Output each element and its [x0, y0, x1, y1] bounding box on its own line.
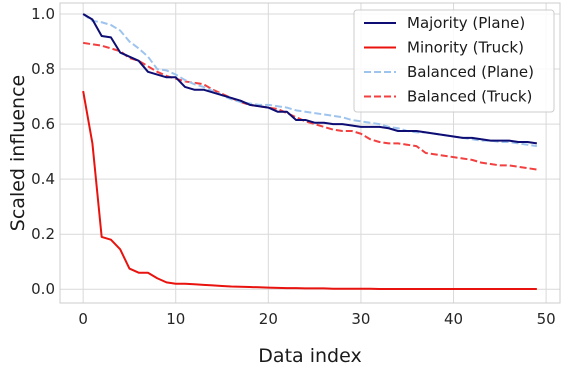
y-tick-label: 0.2: [31, 225, 55, 243]
x-tick-label: 40: [444, 310, 463, 328]
y-tick-label: 1.0: [31, 5, 55, 23]
x-axis-label: Data index: [258, 345, 361, 366]
plot-frame: [59, 2, 561, 304]
y-tick-label: 0.0: [31, 280, 55, 298]
x-tick-label: 50: [537, 310, 556, 328]
x-tick-label: 20: [259, 310, 278, 328]
x-tick-labels: 0 10 20 30 40 50: [78, 310, 555, 328]
y-axis-label: Scaled influence: [7, 75, 29, 231]
y-tick-labels: 0.0 0.2 0.4 0.6 0.8 1.0: [31, 5, 55, 298]
y-tick-label: 0.8: [31, 60, 55, 78]
legend-label: Minority (Truck): [407, 39, 524, 57]
legend: Majority (Plane) Minority (Truck) Balanced…: [353, 9, 555, 113]
series-line-balanced-truck: [83, 41, 537, 171]
legend-box: [353, 9, 555, 113]
x-tick-label: 0: [78, 310, 88, 328]
y-tick-label: 0.4: [31, 170, 55, 188]
x-tick-label: 10: [166, 310, 185, 328]
x-tick-label: 30: [351, 310, 370, 328]
legend-label: Balanced (Truck): [407, 88, 532, 106]
series-layer: [82, 13, 537, 290]
y-tick-label: 0.6: [31, 115, 55, 133]
series-line-majority-plane: [82, 13, 537, 145]
legend-label: Majority (Plane): [407, 14, 525, 32]
series-line-minority-truck: [82, 90, 537, 290]
legend-label: Balanced (Plane): [407, 63, 534, 81]
series-line-balanced-plane: [82, 13, 537, 148]
